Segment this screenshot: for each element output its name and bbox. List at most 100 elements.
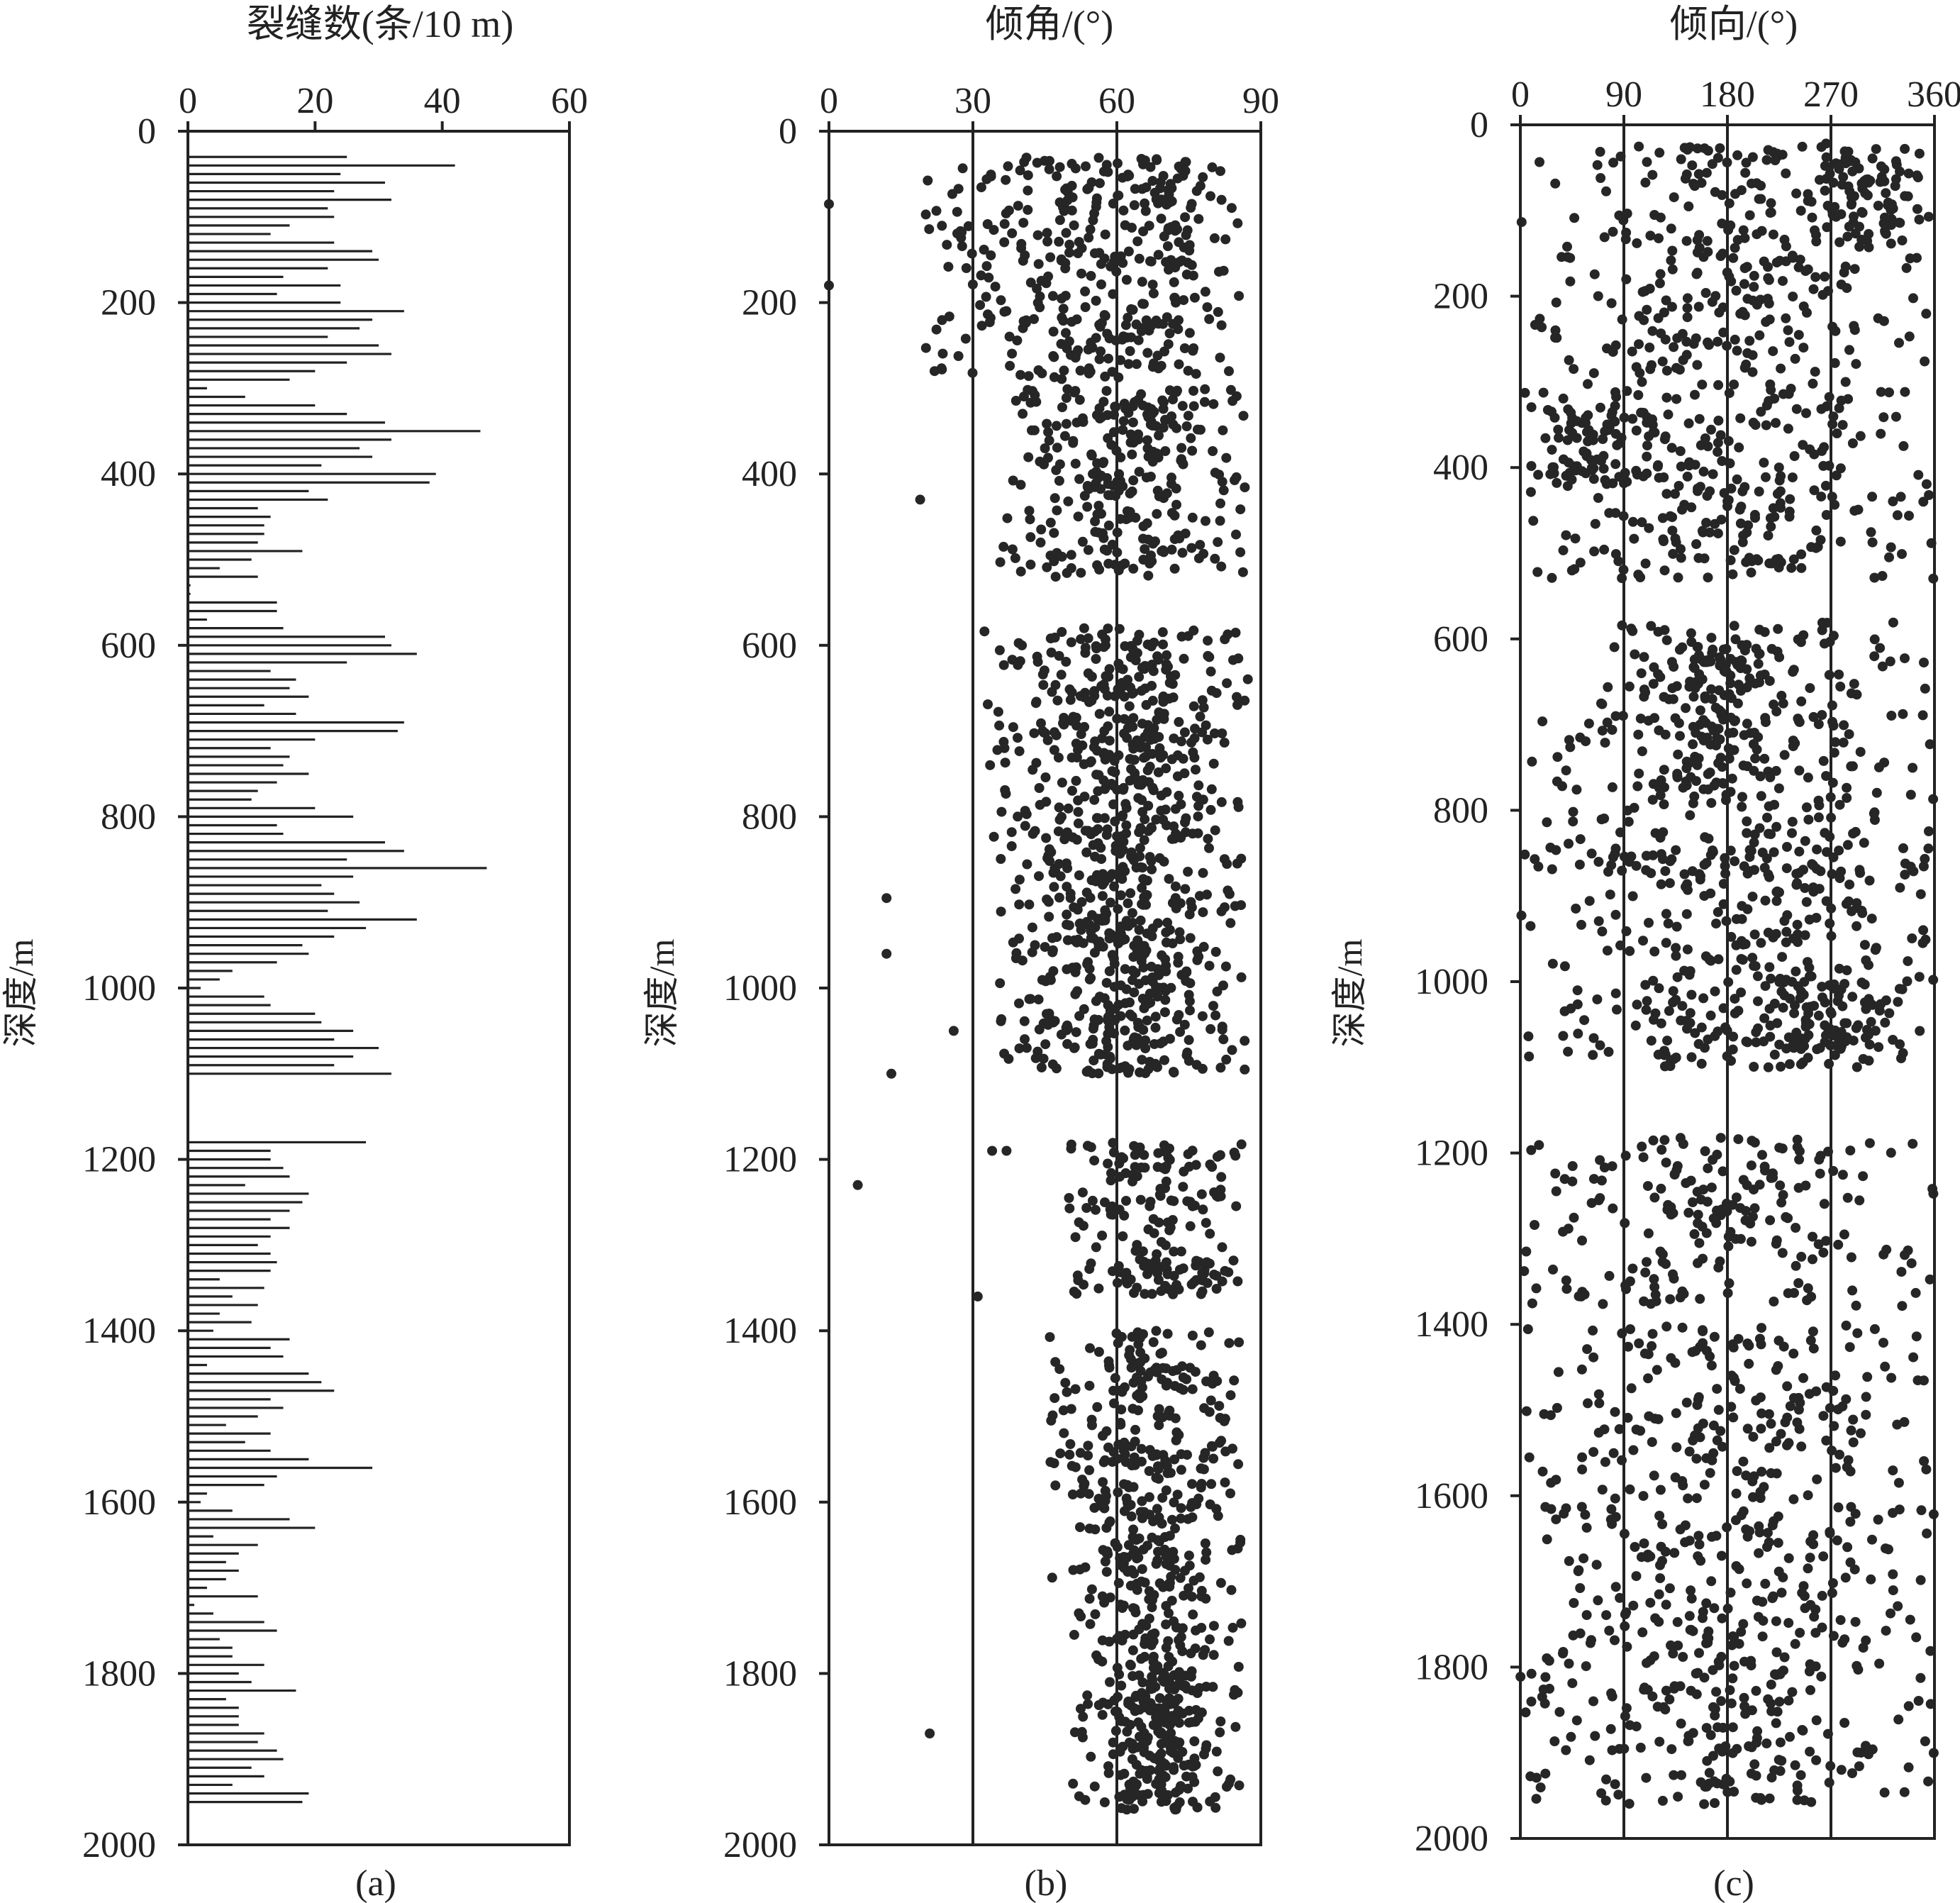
scatter-point bbox=[1180, 157, 1191, 167]
scatter-point bbox=[1202, 302, 1213, 313]
scatter-point bbox=[1724, 1278, 1735, 1289]
scatter-point bbox=[1166, 1572, 1176, 1582]
scatter-point bbox=[1850, 1509, 1861, 1519]
scatter-point bbox=[1167, 1656, 1178, 1667]
scatter-point bbox=[1610, 711, 1621, 721]
scatter-point bbox=[1764, 1793, 1775, 1804]
scatter-point bbox=[1899, 1787, 1910, 1797]
scatter-point bbox=[1747, 367, 1758, 377]
scatter-point bbox=[1656, 1145, 1667, 1155]
scatter-point bbox=[1713, 379, 1724, 390]
scatter-point bbox=[1100, 1496, 1110, 1506]
scatter-point bbox=[1656, 775, 1666, 785]
scatter-point bbox=[1032, 657, 1043, 667]
scatter-point bbox=[1791, 1223, 1801, 1233]
scatter-point bbox=[1751, 1685, 1761, 1696]
scatter-point bbox=[1797, 141, 1808, 152]
scatter-point bbox=[1791, 1027, 1802, 1038]
scatter-point bbox=[1149, 1628, 1160, 1638]
scatter-point bbox=[1760, 895, 1771, 906]
scatter-point bbox=[1683, 884, 1693, 895]
scatter-point bbox=[1559, 1006, 1570, 1016]
scatter-point bbox=[1923, 211, 1934, 222]
scatter-point bbox=[1169, 1454, 1180, 1465]
scatter-point bbox=[1128, 475, 1139, 486]
scatter-point bbox=[1127, 1738, 1137, 1749]
scatter-point bbox=[1164, 328, 1175, 338]
scatter-point bbox=[1897, 1301, 1908, 1311]
scatter-point bbox=[923, 175, 933, 186]
scatter-point bbox=[1119, 1563, 1130, 1573]
scatter-point bbox=[1619, 412, 1630, 423]
scatter-point bbox=[1690, 389, 1700, 400]
scatter-point bbox=[1846, 192, 1856, 202]
scatter-point bbox=[1839, 720, 1849, 731]
scatter-point bbox=[1610, 459, 1621, 470]
scatter-point bbox=[1024, 506, 1035, 516]
scatter-point bbox=[1854, 1195, 1865, 1206]
scatter-point bbox=[1147, 1594, 1157, 1605]
scatter-point bbox=[1676, 553, 1686, 563]
scatter-point bbox=[1139, 835, 1149, 845]
scatter-point bbox=[1673, 1641, 1683, 1650]
scatter-point bbox=[1609, 642, 1620, 653]
scatter-point bbox=[1569, 1598, 1579, 1608]
scatter-point bbox=[1630, 1542, 1640, 1552]
scatter-point bbox=[1759, 1482, 1769, 1492]
scatter-point bbox=[1109, 1398, 1119, 1409]
scatter-point bbox=[1759, 753, 1770, 764]
scatter-point bbox=[1848, 217, 1859, 228]
scatter-point bbox=[1130, 512, 1141, 523]
scatter-point bbox=[1740, 167, 1751, 178]
scatter-point bbox=[1618, 511, 1629, 521]
scatter-point bbox=[1085, 1343, 1095, 1353]
scatter-point bbox=[1776, 987, 1787, 997]
scatter-point bbox=[1190, 1367, 1201, 1377]
scatter-point bbox=[1097, 1635, 1108, 1646]
scatter-point bbox=[1794, 765, 1805, 776]
scatter-point bbox=[1594, 1398, 1605, 1409]
scatter-point bbox=[1134, 979, 1145, 989]
scatter-point bbox=[1187, 1479, 1197, 1489]
scatter-point bbox=[1198, 548, 1209, 559]
scatter-point bbox=[1761, 316, 1771, 327]
scatter-point bbox=[1187, 512, 1198, 523]
scatter-point bbox=[1132, 735, 1142, 745]
scatter-point bbox=[1735, 413, 1746, 423]
scatter-point bbox=[1127, 449, 1137, 460]
scatter-point bbox=[1033, 259, 1044, 270]
scatter-point bbox=[1813, 719, 1824, 729]
scatter-point bbox=[1035, 537, 1046, 548]
scatter-point bbox=[1912, 1375, 1923, 1386]
panel-a-title: 裂缝数(条/10 m) bbox=[247, 3, 513, 45]
scatter-point bbox=[1795, 1059, 1806, 1070]
scatter-point bbox=[1125, 346, 1135, 356]
scatter-point bbox=[1742, 1578, 1752, 1589]
scatter-point bbox=[1007, 655, 1018, 665]
scatter-point bbox=[1905, 253, 1915, 264]
scatter-point bbox=[1120, 558, 1130, 569]
scatter-point bbox=[1684, 1611, 1695, 1621]
scatter-point bbox=[1557, 781, 1567, 792]
scatter-point bbox=[1661, 365, 1672, 376]
scatter-point bbox=[1729, 621, 1739, 631]
scatter-point bbox=[1862, 1372, 1873, 1382]
scatter-point bbox=[1100, 229, 1110, 240]
scatter-point bbox=[1761, 155, 1772, 165]
scatter-point bbox=[1683, 201, 1694, 211]
scatter-point bbox=[1888, 496, 1898, 506]
scatter-point bbox=[1184, 1550, 1194, 1561]
scatter-point bbox=[1874, 1658, 1885, 1669]
scatter-point bbox=[1642, 468, 1652, 479]
y-tick-label: 0 bbox=[1470, 105, 1488, 145]
scatter-point bbox=[1705, 1468, 1715, 1478]
scatter-point bbox=[1689, 791, 1700, 801]
scatter-point bbox=[1610, 549, 1621, 560]
scatter-point bbox=[1046, 847, 1057, 858]
scatter-point bbox=[1812, 1474, 1822, 1485]
scatter-point bbox=[1803, 196, 1813, 206]
x-tick-label: 20 bbox=[296, 81, 333, 121]
